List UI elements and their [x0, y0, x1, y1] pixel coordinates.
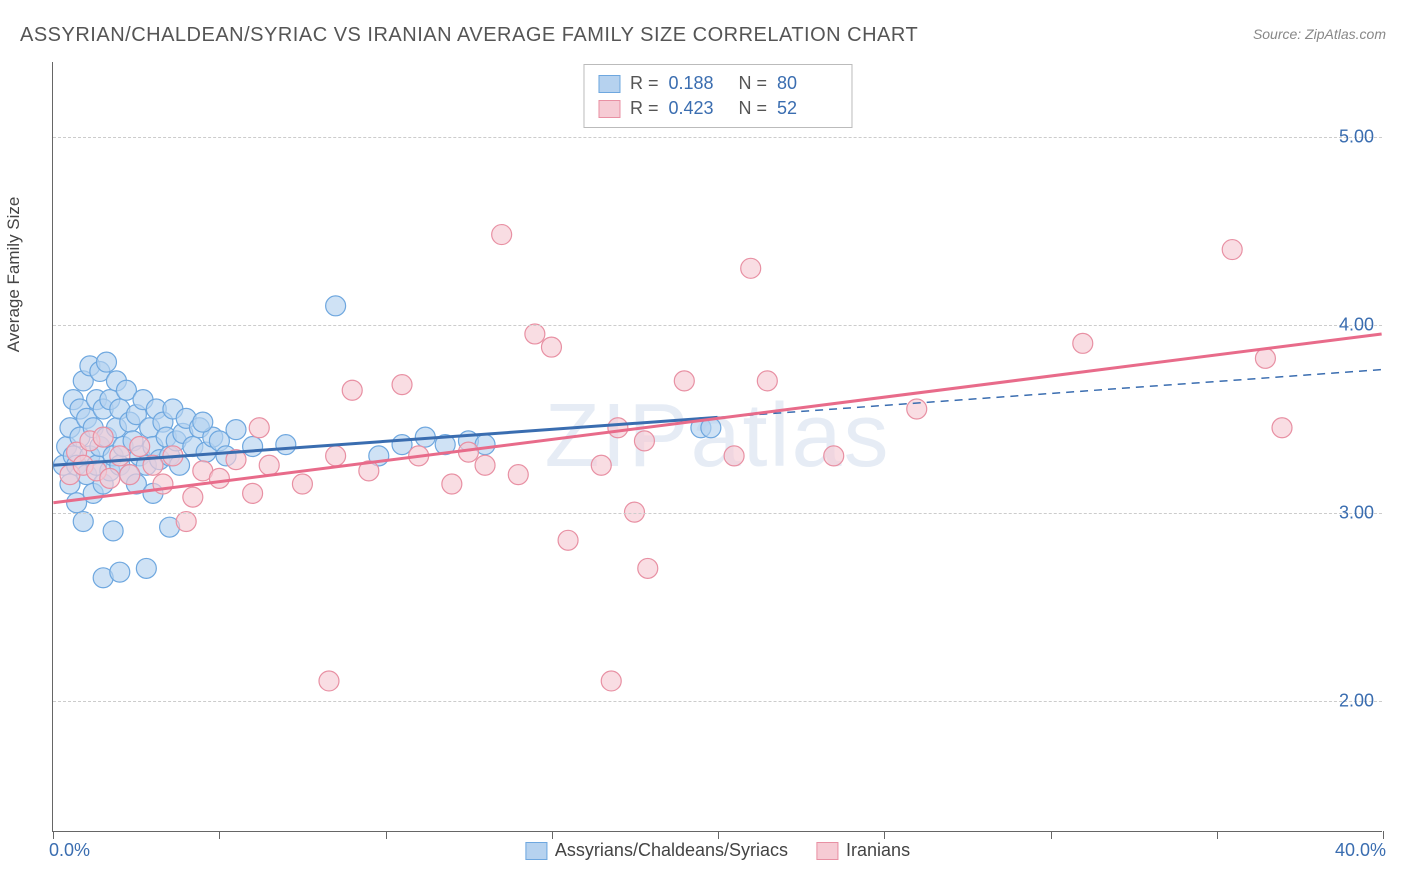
y-axis-label: Average Family Size: [4, 197, 24, 353]
x-tick: [386, 831, 387, 839]
x-tick: [1217, 831, 1218, 839]
scatter-point-iranians: [824, 446, 844, 466]
scatter-point-iranians: [475, 455, 495, 475]
scatter-point-assyrians: [136, 558, 156, 578]
scatter-point-iranians: [1272, 418, 1292, 438]
scatter-point-iranians: [100, 468, 120, 488]
scatter-point-iranians: [741, 258, 761, 278]
legend-row-assyrians: R = 0.188 N = 80: [598, 71, 837, 96]
scatter-point-iranians: [326, 446, 346, 466]
scatter-point-iranians: [508, 465, 528, 485]
x-tick: [884, 831, 885, 839]
scatter-point-iranians: [183, 487, 203, 507]
legend-row-iranians: R = 0.423 N = 52: [598, 96, 837, 121]
swatch-assyrians: [598, 75, 620, 93]
scatter-point-iranians: [1255, 348, 1275, 368]
n-label: N =: [739, 98, 768, 119]
y-tick-label: 3.00: [1339, 502, 1374, 523]
scatter-point-iranians: [1222, 240, 1242, 260]
r-label: R =: [630, 73, 659, 94]
scatter-point-iranians: [634, 431, 654, 451]
r-value-assyrians: 0.188: [669, 73, 729, 94]
chart-svg: [53, 62, 1382, 831]
scatter-point-iranians: [259, 455, 279, 475]
scatter-point-iranians: [176, 512, 196, 532]
scatter-point-iranians: [1073, 333, 1093, 353]
swatch-assyrians: [525, 842, 547, 860]
scatter-point-iranians: [757, 371, 777, 391]
scatter-point-assyrians: [326, 296, 346, 316]
scatter-point-iranians: [601, 671, 621, 691]
x-tick: [1051, 831, 1052, 839]
scatter-point-iranians: [392, 375, 412, 395]
scatter-point-iranians: [608, 418, 628, 438]
gridline: [53, 325, 1382, 326]
x-tick: [718, 831, 719, 839]
chart-title: ASSYRIAN/CHALDEAN/SYRIAC VS IRANIAN AVER…: [20, 24, 918, 47]
scatter-point-iranians: [110, 446, 130, 466]
r-label: R =: [630, 98, 659, 119]
scatter-point-iranians: [120, 465, 140, 485]
scatter-point-iranians: [249, 418, 269, 438]
scatter-point-iranians: [442, 474, 462, 494]
x-tick: [1383, 831, 1384, 839]
scatter-point-iranians: [243, 483, 263, 503]
scatter-point-assyrians: [226, 420, 246, 440]
plot-area: ZIPatlas R = 0.188 N = 80 R = 0.423 N = …: [52, 62, 1382, 832]
scatter-point-iranians: [93, 427, 113, 447]
gridline: [53, 513, 1382, 514]
n-value-iranians: 52: [777, 98, 837, 119]
scatter-point-iranians: [292, 474, 312, 494]
scatter-point-assyrians: [97, 352, 117, 372]
scatter-point-assyrians: [193, 412, 213, 432]
x-tick: [53, 831, 54, 839]
source-attribution: Source: ZipAtlas.com: [1253, 26, 1386, 42]
legend-label-iranians: Iranians: [846, 840, 910, 861]
scatter-point-iranians: [130, 437, 150, 457]
scatter-point-iranians: [724, 446, 744, 466]
gridline: [53, 701, 1382, 702]
x-axis-max-label: 40.0%: [1335, 840, 1386, 861]
scatter-point-iranians: [541, 337, 561, 357]
y-tick-label: 2.00: [1339, 690, 1374, 711]
trend-line-iranians: [53, 334, 1381, 503]
scatter-point-assyrians: [73, 512, 93, 532]
gridline: [53, 137, 1382, 138]
r-value-iranians: 0.423: [669, 98, 729, 119]
n-label: N =: [739, 73, 768, 94]
n-value-assyrians: 80: [777, 73, 837, 94]
x-tick: [552, 831, 553, 839]
scatter-point-iranians: [907, 399, 927, 419]
scatter-point-iranians: [525, 324, 545, 344]
swatch-iranians: [816, 842, 838, 860]
scatter-point-iranians: [674, 371, 694, 391]
x-tick: [219, 831, 220, 839]
legend-label-assyrians: Assyrians/Chaldeans/Syriacs: [555, 840, 788, 861]
series-legend: Assyrians/Chaldeans/Syriacs Iranians: [525, 840, 910, 861]
swatch-iranians: [598, 100, 620, 118]
scatter-point-iranians: [342, 380, 362, 400]
scatter-point-iranians: [492, 225, 512, 245]
scatter-point-iranians: [209, 468, 229, 488]
scatter-point-assyrians: [276, 435, 296, 455]
scatter-point-assyrians: [110, 562, 130, 582]
scatter-point-iranians: [558, 530, 578, 550]
legend-item-assyrians: Assyrians/Chaldeans/Syriacs: [525, 840, 788, 861]
scatter-point-iranians: [591, 455, 611, 475]
y-tick-label: 5.00: [1339, 127, 1374, 148]
x-axis-min-label: 0.0%: [49, 840, 90, 861]
scatter-point-assyrians: [103, 521, 123, 541]
correlation-legend: R = 0.188 N = 80 R = 0.423 N = 52: [583, 64, 852, 128]
scatter-point-assyrians: [243, 437, 263, 457]
y-tick-label: 4.00: [1339, 314, 1374, 335]
scatter-point-iranians: [638, 558, 658, 578]
legend-item-iranians: Iranians: [816, 840, 910, 861]
scatter-point-iranians: [319, 671, 339, 691]
